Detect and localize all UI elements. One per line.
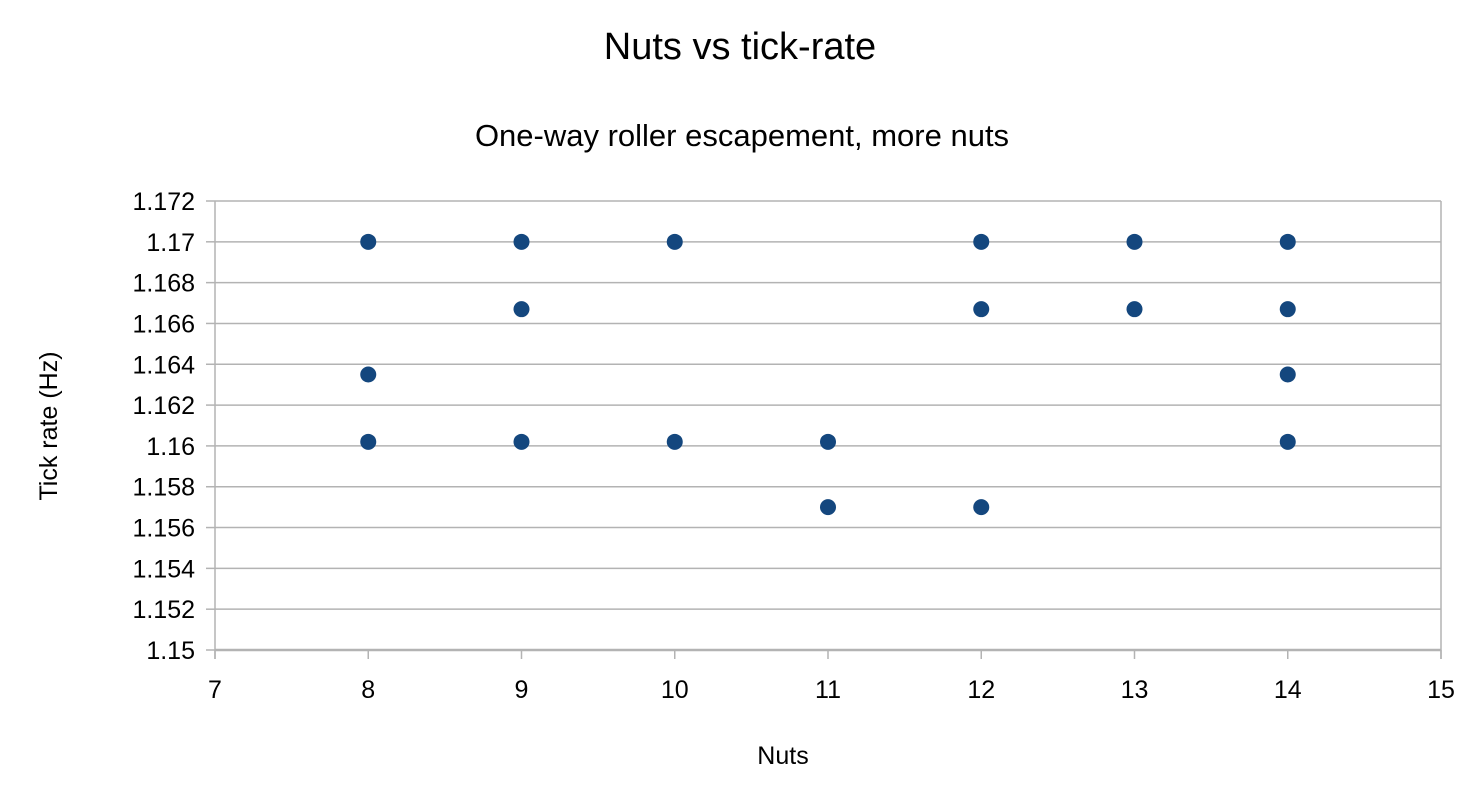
x-tick-label: 12: [967, 676, 995, 704]
data-point: [1279, 233, 1296, 250]
data-point: [513, 433, 530, 450]
x-tick-label: 8: [361, 676, 375, 704]
y-axis-title: Tick rate (Hz): [35, 351, 63, 500]
y-tick-label: 1.166: [132, 310, 195, 338]
data-point-layer: [360, 233, 1296, 516]
y-tick-label: 1.158: [132, 474, 195, 502]
data-point: [1126, 233, 1143, 250]
data-point: [360, 366, 377, 383]
x-tick-label: 14: [1274, 676, 1302, 704]
data-point: [666, 233, 683, 250]
data-point: [820, 433, 836, 450]
y-axis-tick-labels: 1.15 1.152 1.154 1.156 1.158 1.16 1.162 1.164 1.…: [132, 188, 215, 665]
data-point: [666, 433, 683, 450]
y-tick-label: 1.17: [146, 229, 195, 257]
y-tick-label: 1.164: [132, 351, 195, 379]
data-point: [820, 499, 836, 516]
axis-layer: [214, 201, 1442, 659]
data-point: [360, 233, 377, 250]
y-tick-label: 1.162: [132, 392, 195, 420]
y-tick-label: 1.16: [146, 433, 195, 461]
y-tick-label: 1.156: [132, 515, 195, 543]
data-point: [1279, 433, 1296, 450]
data-point: [1279, 301, 1296, 318]
data-point: [973, 499, 990, 516]
grid-layer: [215, 200, 1441, 651]
x-tick-label: 11: [815, 676, 841, 704]
data-point: [973, 301, 990, 318]
data-point: [360, 433, 377, 450]
x-tick-label: 13: [1121, 676, 1149, 704]
chart-title: Nuts vs tick-rate: [604, 26, 876, 68]
y-tick-label: 1.15: [146, 637, 195, 665]
data-point: [973, 233, 990, 250]
data-point: [1279, 366, 1296, 383]
y-tick-label: 1.168: [132, 270, 195, 298]
x-tick-label: 15: [1427, 676, 1455, 704]
y-tick-label: 1.154: [132, 555, 195, 583]
data-point: [513, 233, 530, 250]
chart-subtitle: One-way roller escapement, more nuts: [475, 118, 1009, 153]
x-axis-title: Nuts: [757, 742, 808, 770]
data-point: [1126, 301, 1143, 318]
x-tick-label: 10: [661, 676, 689, 704]
x-axis-tick-labels: 7 8 9 10 11 12 13 14 15: [208, 650, 1455, 704]
data-point: [513, 301, 530, 318]
x-tick-label: 7: [208, 676, 222, 704]
y-tick-label: 1.152: [132, 596, 195, 624]
x-tick-label: 9: [515, 676, 529, 704]
y-tick-label: 1.172: [132, 188, 195, 216]
